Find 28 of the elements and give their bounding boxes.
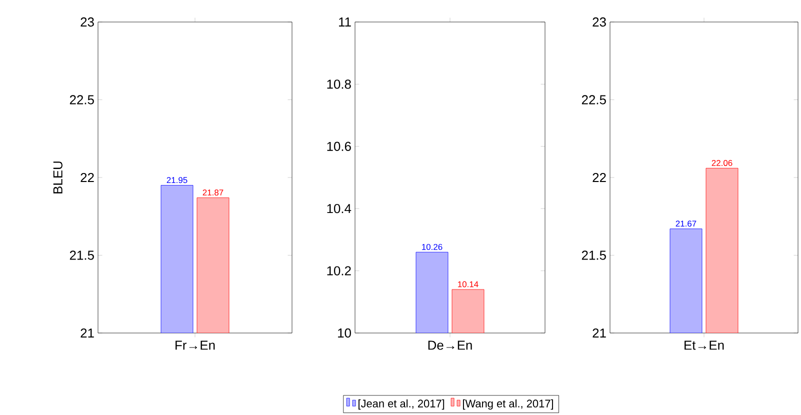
legend-label: [Jean et al., 2017] (358, 399, 444, 410)
data-label: 21.95 (166, 177, 188, 184)
y-tick-label: 22 (592, 172, 606, 182)
data-label: 21.87 (202, 190, 224, 196)
y-tick-label: 21 (592, 328, 606, 338)
y-tick-label: 11 (339, 18, 351, 26)
y-tick-label: 10.6 (327, 142, 351, 151)
data-label: 10.14 (458, 281, 478, 288)
legend-label: [Wang et al., 2017] (463, 399, 554, 410)
y-tick-label: 21.5 (70, 250, 94, 260)
x-tick-label: De→En (428, 340, 472, 350)
y-axis-title: BLEU (53, 162, 62, 194)
y-tick-label: 22 (80, 172, 94, 182)
y-tick-label: 22.5 (582, 95, 606, 104)
y-tick-label: 23 (592, 17, 606, 27)
x-tick-label: Fr→En (176, 340, 215, 350)
y-tick-label: 23 (80, 17, 94, 27)
y-tick-label: 10 (338, 328, 351, 338)
y-tick-label: 10.2 (327, 266, 351, 276)
data-label: 21.67 (676, 220, 696, 227)
y-tick-label: 21.5 (582, 250, 606, 260)
y-tick-label: 10.4 (327, 204, 352, 214)
x-tick-label: Et→En (684, 340, 724, 350)
y-tick-label: 21 (80, 328, 94, 338)
data-label: 10.26 (422, 244, 442, 250)
data-label: 22.06 (712, 160, 732, 166)
y-tick-label: 10.8 (327, 80, 351, 89)
y-tick-label: 22.5 (70, 95, 94, 104)
